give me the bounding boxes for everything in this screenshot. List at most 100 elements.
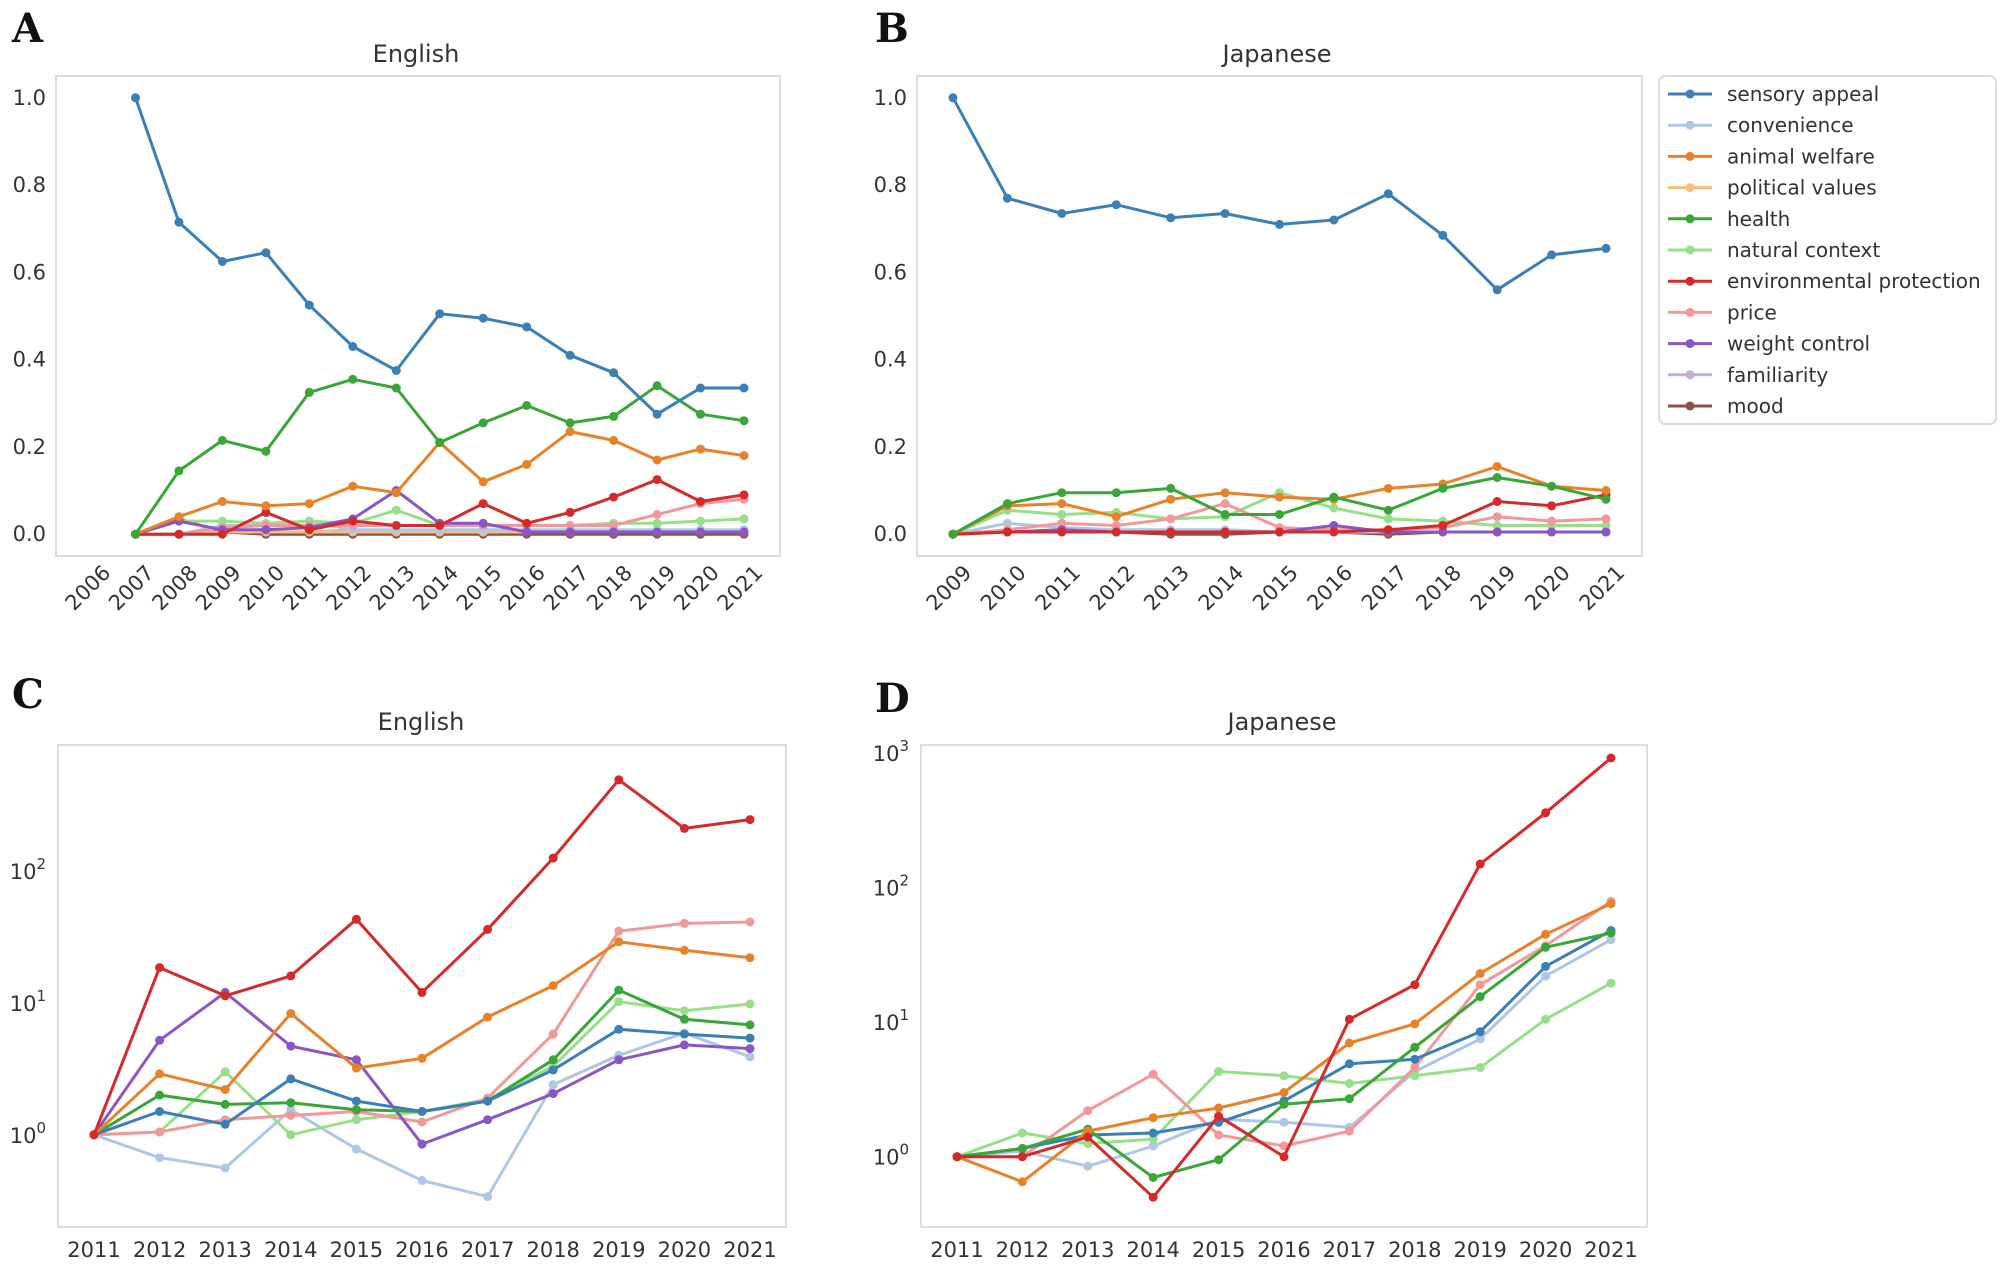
panel-a: A English 0.00.20.40.60.81.0 20062007200… (11, 5, 781, 616)
data-point-animal-welfare (348, 481, 358, 491)
data-point-sensory-appeal (1148, 1128, 1158, 1138)
data-point-natural-context (220, 1067, 230, 1077)
x-tick-label: 2012 (321, 561, 376, 616)
panel-d-y-axis: 100 101 102 103 (873, 737, 909, 1170)
data-point-convenience (1475, 1034, 1485, 1044)
data-point-price (614, 926, 624, 936)
data-point-natural-context (1410, 1071, 1420, 1081)
data-point-environmental-protection (1329, 527, 1339, 537)
data-point-price (1111, 521, 1121, 530)
data-point-sensory-appeal (1541, 961, 1551, 971)
x-tick-label: 2015 (1192, 1238, 1245, 1262)
legend-label-familiarity: familiarity (1727, 363, 1828, 387)
x-tick-label: 2011 (930, 1238, 983, 1262)
x-tick-label: 2016 (395, 1238, 448, 1262)
y-tick-label: 102 (10, 855, 46, 884)
data-point-animal-welfare (1214, 1103, 1224, 1113)
data-point-environmental-protection (1475, 859, 1485, 869)
data-point-natural-context (739, 514, 749, 524)
x-tick-label: 2007 (104, 561, 159, 616)
y-tick-label: 0.0 (13, 522, 46, 546)
data-point-environmental-protection (304, 525, 314, 535)
data-point-natural-context (1344, 1079, 1354, 1088)
data-point-sensory-appeal (174, 217, 184, 227)
data-point-price (1057, 518, 1067, 528)
data-point-convenience (745, 1052, 755, 1062)
y-tick-label: 100 (10, 1119, 46, 1148)
data-point-sensory-appeal (391, 366, 401, 375)
data-point-convenience (417, 1176, 427, 1185)
data-point-environmental-protection (155, 963, 165, 973)
data-point-price (1492, 512, 1502, 522)
x-tick-label: 2012 (133, 1238, 186, 1262)
data-point-sensory-appeal (948, 93, 958, 103)
panel-b-x-axis: 2009 2010 2011 2012 2013 2014 2015 2016 2017 2018… (922, 561, 1630, 616)
data-point-sensory-appeal (1601, 243, 1611, 253)
data-point-convenience (1279, 1117, 1289, 1127)
data-point-natural-context (1541, 1014, 1551, 1024)
data-point-health (351, 1105, 361, 1115)
data-point-price (1601, 514, 1611, 524)
y-tick-label: 0.2 (874, 435, 907, 459)
data-point-health (614, 985, 624, 995)
data-point-natural-context (351, 1115, 361, 1125)
data-point-sensory-appeal (286, 1074, 296, 1084)
x-tick-label: 2015 (330, 1238, 383, 1262)
panel-b-y-axis: 0.0 0.2 0.4 0.6 0.8 1.0 (874, 86, 907, 546)
x-tick-label: 2017 (461, 1238, 514, 1262)
data-point-environmental-protection (652, 475, 662, 485)
data-point-health (609, 411, 619, 421)
data-point-environmental-protection (1492, 497, 1502, 506)
data-point-animal-welfare (1166, 494, 1176, 504)
y-tick-label: 1.0 (874, 86, 907, 110)
data-point-sensory-appeal (1383, 189, 1393, 199)
y-tick-label: 0.4 (874, 348, 907, 372)
data-point-sensory-appeal (548, 1065, 558, 1075)
data-point-health (1410, 1042, 1420, 1052)
panel-c-y-axis: 100 101 102 (10, 855, 46, 1148)
data-point-animal-welfare (1057, 499, 1067, 509)
data-point-animal-welfare (696, 444, 705, 454)
data-point-animal-welfare (351, 1063, 361, 1073)
data-point-price (548, 1029, 558, 1039)
data-point-natural-context (1083, 1139, 1093, 1149)
data-point-health (745, 1020, 755, 1030)
legend-marker-familiarity (1685, 370, 1695, 380)
data-point-convenience (1541, 971, 1551, 981)
x-tick-label: 2013 (1139, 561, 1194, 616)
data-point-weight-control (1329, 521, 1339, 530)
data-point-animal-welfare (174, 512, 184, 522)
data-point-health (548, 1055, 558, 1065)
data-point-health (478, 418, 488, 428)
legend-label-animal-welfare: animal welfare (1727, 144, 1875, 168)
x-tick-label: 2020 (669, 561, 724, 616)
y-tick-label: 1.0 (13, 86, 46, 110)
data-point-price (565, 521, 575, 530)
x-tick-label: 2018 (526, 1238, 579, 1262)
x-tick-label: 2017 (1323, 1238, 1376, 1262)
data-point-environmental-protection (391, 521, 401, 530)
legend-label-health: health (1727, 207, 1790, 231)
data-point-natural-context (1601, 521, 1611, 530)
data-point-sensory-appeal (1166, 213, 1176, 223)
panel-letter-d: D (875, 675, 910, 722)
data-point-animal-welfare (679, 945, 689, 955)
data-point-animal-welfare (1475, 969, 1485, 978)
data-point-health (1275, 510, 1284, 519)
data-point-animal-welfare (1383, 483, 1393, 493)
y-tick-label: 0.8 (874, 173, 907, 197)
x-tick-label: 2014 (408, 561, 463, 616)
data-point-health (565, 418, 575, 428)
x-tick-label: 2020 (658, 1238, 711, 1262)
data-point-weight-control (1492, 527, 1502, 537)
legend-marker-sensory-appeal (1685, 89, 1695, 99)
data-point-sensory-appeal (351, 1096, 361, 1106)
data-point-price (155, 1127, 165, 1137)
legend-label-natural-context: natural context (1727, 238, 1880, 262)
data-point-animal-welfare (417, 1053, 427, 1063)
data-point-weight-control (1601, 527, 1611, 537)
data-point-environmental-protection (1057, 527, 1067, 537)
x-tick-label: 2012 (1085, 561, 1140, 616)
data-point-health (1057, 488, 1067, 498)
data-point-animal-welfare (1344, 1038, 1354, 1048)
